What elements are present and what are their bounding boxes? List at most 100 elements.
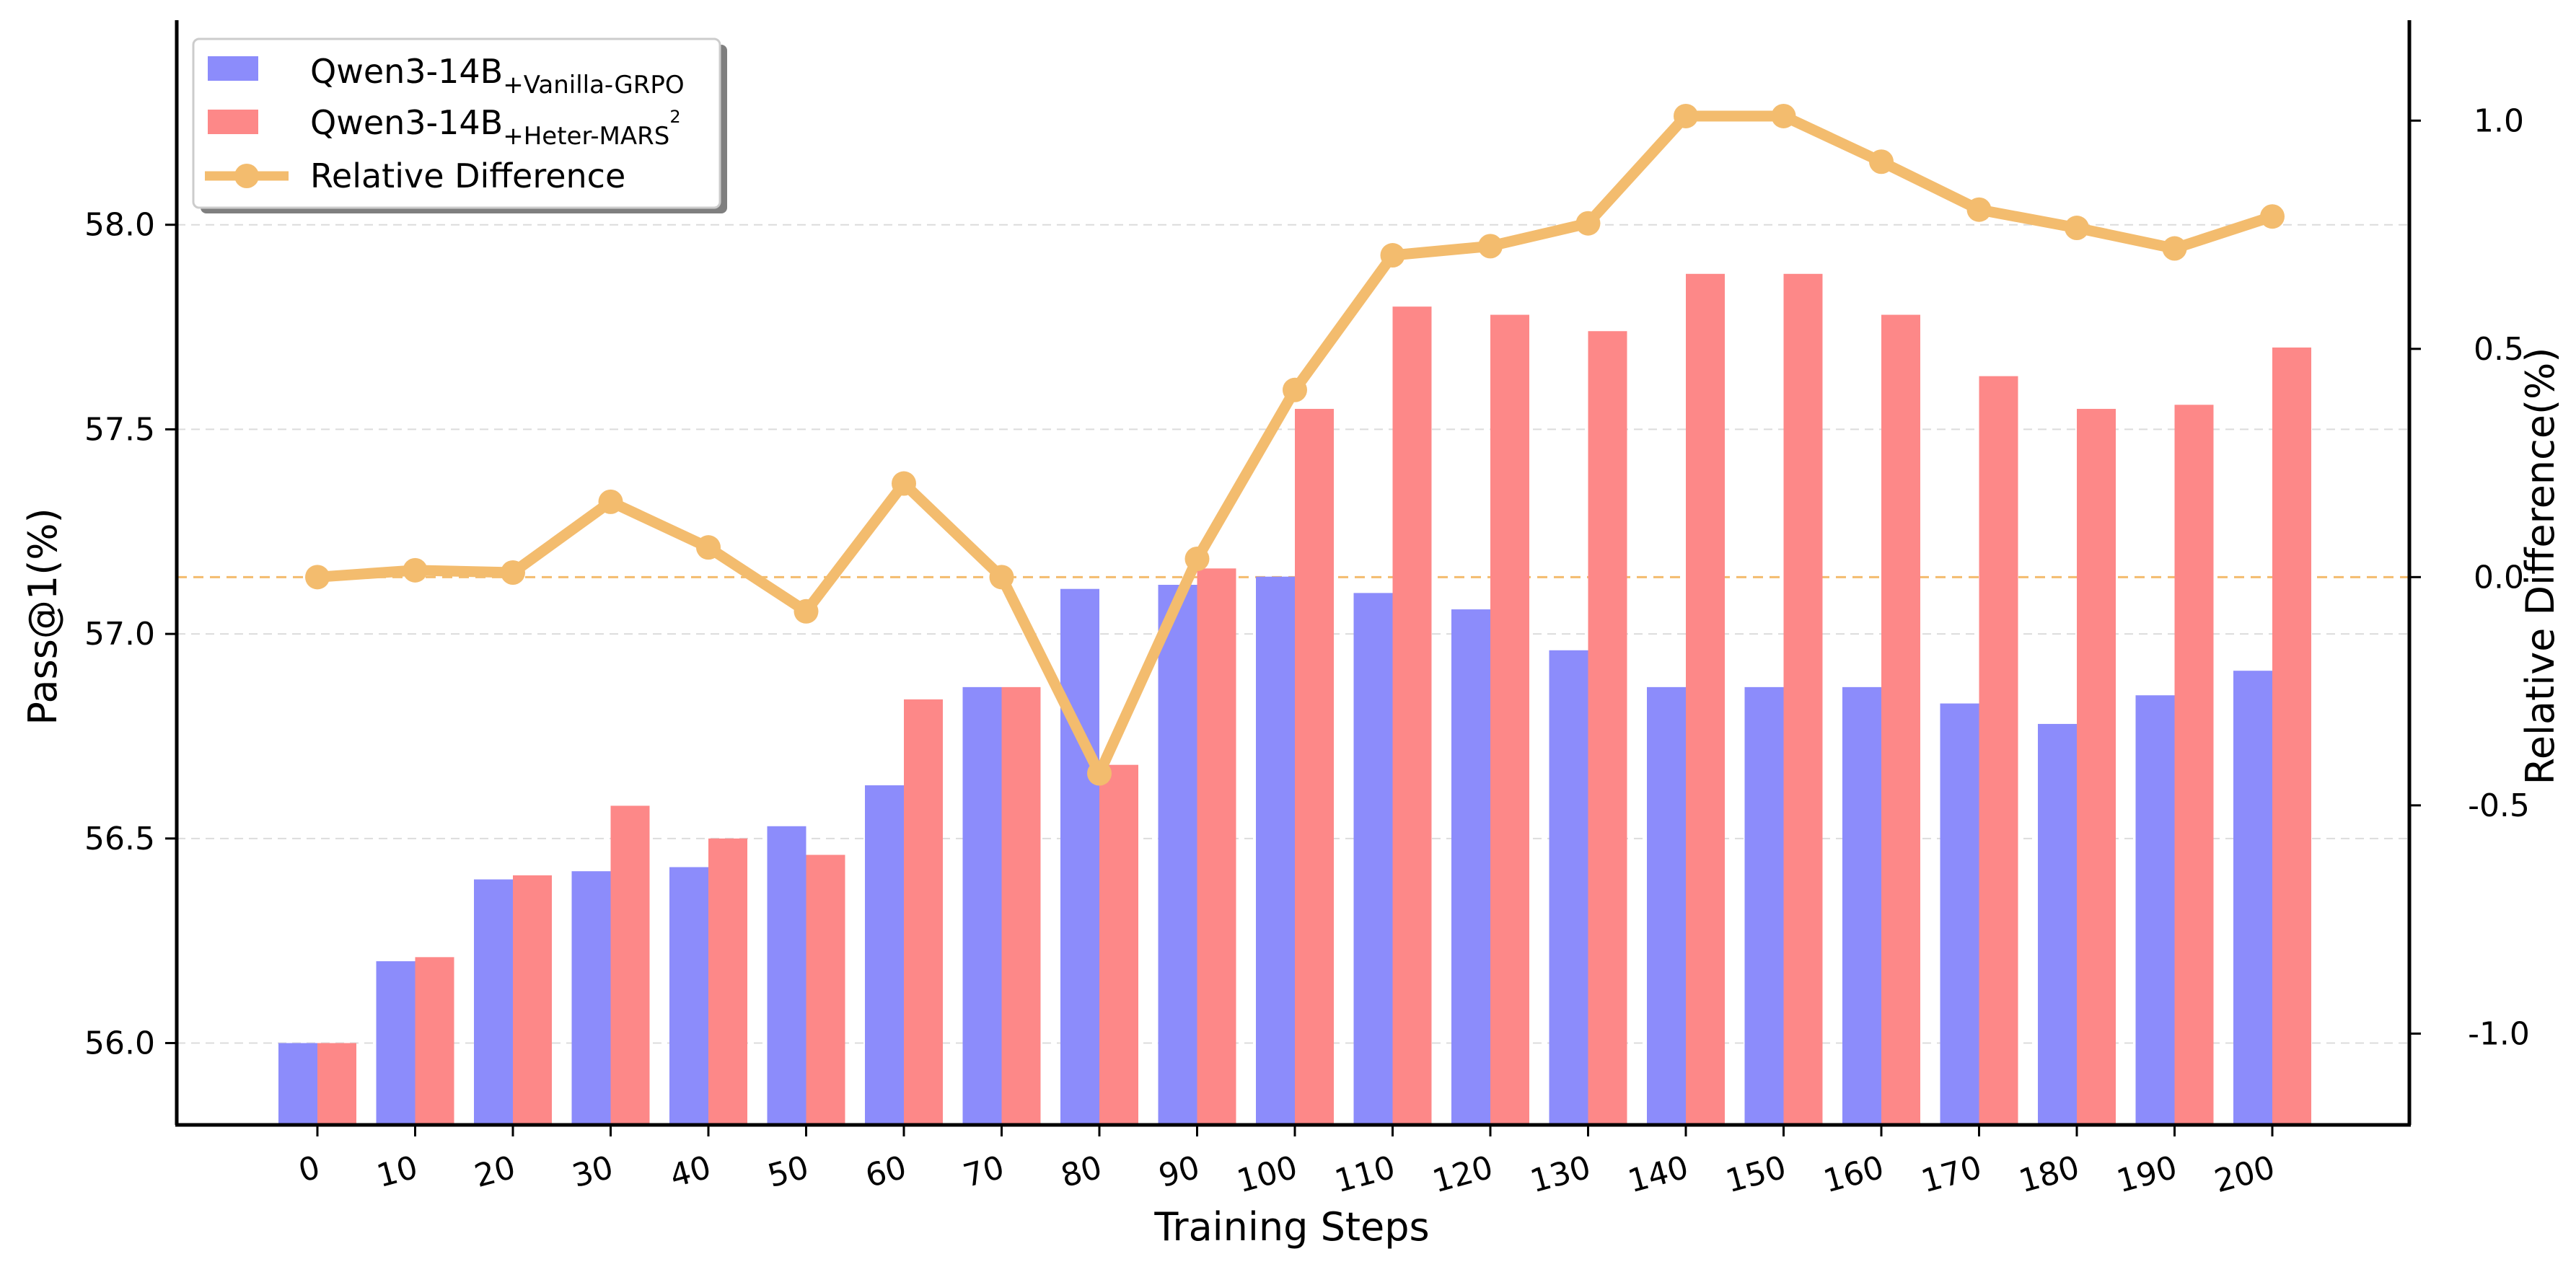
y-axis-title: Pass@1(%) [20, 508, 66, 725]
legend-swatch-vanilla-grpo [208, 56, 258, 81]
relative-difference-point [501, 560, 525, 585]
relative-difference-point [2065, 216, 2089, 241]
relative-difference-point [1869, 149, 1894, 175]
bar-heter-mars [1295, 409, 1334, 1125]
x-tick-label: 200 [2211, 1149, 2279, 1200]
bar-heter-mars [1979, 376, 2018, 1125]
x-tick-label: 100 [1234, 1149, 1301, 1200]
y2-tick-label: 1.0 [2474, 102, 2524, 139]
bar-vanilla-grpo [376, 961, 416, 1125]
x-tick-label: 170 [1917, 1149, 1985, 1200]
x-tick-label: 180 [2015, 1149, 2083, 1200]
relative-difference-point [1087, 761, 1112, 786]
bar-vanilla-grpo [278, 1043, 317, 1125]
y2-tick-label: 0.0 [2474, 559, 2524, 596]
bar-heter-mars [1686, 273, 1725, 1125]
bar-vanilla-grpo [962, 686, 1002, 1125]
legend-swatch-heter-mars [208, 110, 258, 134]
bar-heter-mars [1001, 686, 1041, 1125]
y2-axis-title: Relative Difference(%) [2518, 348, 2563, 785]
x-tick-label: 130 [1526, 1149, 1594, 1200]
x-tick-label: 90 [1155, 1149, 1203, 1195]
bar-heter-mars [1392, 306, 1432, 1125]
bar-vanilla-grpo [1353, 593, 1393, 1125]
y-tick-label: 57.5 [84, 411, 155, 448]
bar-vanilla-grpo [2135, 695, 2175, 1125]
y2-tick-label: 0.5 [2474, 331, 2524, 368]
bar-vanilla-grpo [1451, 609, 1490, 1125]
x-tick-label: 30 [568, 1149, 617, 1195]
bar-vanilla-grpo [865, 785, 904, 1125]
bar-heter-mars [904, 699, 943, 1125]
bar-vanilla-grpo [1256, 576, 1295, 1125]
relative-difference-point [2260, 204, 2285, 229]
relative-difference-point [1966, 197, 1992, 222]
bar-vanilla-grpo [474, 879, 513, 1125]
bar-vanilla-grpo [1842, 686, 1881, 1125]
x-tick-label: 80 [1058, 1149, 1106, 1195]
x-tick-label: 120 [1429, 1149, 1497, 1200]
bar-heter-mars [513, 875, 552, 1125]
bar-vanilla-grpo [1647, 686, 1686, 1125]
bar-vanilla-grpo [669, 867, 708, 1125]
x-tick-label: 70 [959, 1149, 1008, 1195]
x-tick-label: 150 [1722, 1149, 1790, 1200]
relative-difference-point [989, 565, 1014, 590]
x-tick-label: 10 [373, 1149, 421, 1195]
bar-vanilla-grpo [1060, 588, 1099, 1125]
x-tick-label: 50 [764, 1149, 812, 1195]
relative-difference-point [794, 599, 819, 624]
bar-heter-mars [415, 957, 454, 1125]
x-tick-label: 60 [862, 1149, 910, 1195]
bar-vanilla-grpo [2233, 671, 2272, 1125]
x-tick-label: 110 [1331, 1149, 1399, 1200]
legend-label-heter-mars: Qwen3-14B+Heter-MARS2 [310, 103, 681, 151]
y2-tick-label: -1.0 [2468, 1015, 2530, 1052]
relative-difference-point [1575, 211, 1601, 236]
relative-difference-point [1478, 234, 1503, 259]
bar-heter-mars [1099, 764, 1138, 1125]
legend-label-relative-difference: Relative Difference [310, 156, 625, 195]
relative-difference-point [403, 557, 428, 583]
x-tick-label: 20 [471, 1149, 519, 1195]
relative-difference-point [1380, 243, 1405, 268]
x-tick-label: 190 [2113, 1149, 2181, 1200]
y-tick-label: 56.0 [84, 1025, 155, 1062]
bar-vanilla-grpo [767, 826, 806, 1125]
relative-difference-point [305, 565, 330, 590]
relative-difference-line [305, 103, 2285, 786]
x-tick-label: 0 [295, 1149, 324, 1190]
bar-vanilla-grpo [1158, 585, 1197, 1125]
relative-difference-point [892, 471, 916, 496]
bar-heter-mars [1881, 314, 1920, 1125]
x-tick-label: 160 [1820, 1149, 1888, 1200]
bar-heter-mars [1588, 331, 1627, 1126]
relative-difference-point [1674, 103, 1698, 128]
relative-difference-point [696, 535, 721, 560]
y2-tick-label: -0.5 [2468, 787, 2530, 824]
bar-heter-mars [806, 854, 845, 1125]
relative-difference-point [2162, 236, 2187, 261]
bar-vanilla-grpo [1744, 686, 1784, 1125]
x-tick-label: 140 [1625, 1149, 1692, 1200]
bar-heter-mars [2077, 409, 2116, 1125]
relative-difference-point [1184, 547, 1210, 572]
bar-vanilla-grpo [1549, 650, 1588, 1125]
x-tick-label: 40 [667, 1149, 715, 1195]
legend-label-vanilla-grpo: Qwen3-14B+Vanilla-GRPO [310, 52, 685, 100]
relative-difference-point [1771, 103, 1796, 128]
bar-vanilla-grpo [571, 871, 611, 1125]
relative-difference-point [1283, 377, 1307, 402]
y-tick-label: 56.5 [84, 821, 155, 857]
bar-heter-mars [1783, 273, 1823, 1125]
bar-heter-mars [2272, 347, 2311, 1126]
bar-heter-mars [708, 838, 747, 1125]
legend-frame [192, 37, 721, 209]
bar-heter-mars [1490, 314, 1529, 1125]
legend: Qwen3-14B+Vanilla-GRPO Qwen3-14B+Heter-M… [192, 37, 727, 213]
bars [278, 273, 2311, 1126]
y-tick-label: 58.0 [84, 207, 155, 244]
bar-heter-mars [1197, 568, 1236, 1125]
bar-vanilla-grpo [2038, 723, 2077, 1125]
